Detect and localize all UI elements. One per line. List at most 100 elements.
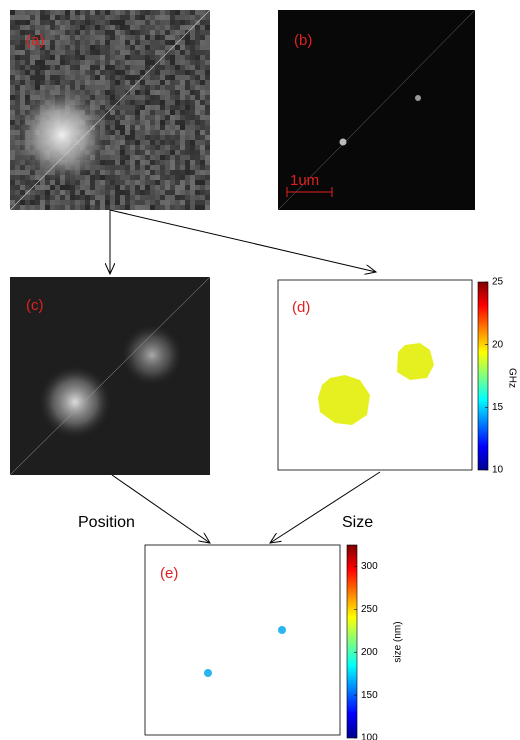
pixel	[190, 165, 195, 170]
pixel	[150, 45, 155, 50]
pixel	[170, 195, 175, 200]
pixel	[165, 140, 170, 145]
pixel	[165, 80, 170, 85]
pixel	[185, 130, 190, 135]
pixel	[15, 90, 20, 95]
pixel	[160, 200, 165, 205]
pixel	[10, 55, 15, 60]
pixel	[160, 95, 165, 100]
pixel	[155, 50, 160, 55]
pixel	[145, 40, 150, 45]
pixel	[15, 185, 20, 190]
pixel	[100, 95, 105, 100]
pixel	[120, 55, 125, 60]
pixel	[145, 115, 150, 120]
pixel	[200, 165, 205, 170]
pixel	[50, 35, 55, 40]
pixel	[45, 205, 50, 210]
pixel	[135, 120, 140, 125]
pixel	[185, 60, 190, 65]
pixel	[130, 45, 135, 50]
pixel	[25, 195, 30, 200]
colorbar-label: GHz	[506, 368, 517, 388]
pixel	[160, 165, 165, 170]
pixel	[175, 150, 180, 155]
pixel	[155, 30, 160, 35]
pixel	[105, 190, 110, 195]
pixel	[105, 75, 110, 80]
pixel	[175, 120, 180, 125]
pixel	[125, 120, 130, 125]
pixel	[140, 20, 145, 25]
pixel	[70, 185, 75, 190]
pixel	[200, 30, 205, 35]
pixel	[140, 105, 145, 110]
pixel	[70, 25, 75, 30]
pixel	[185, 160, 190, 165]
pixel	[110, 70, 115, 75]
pixel	[30, 15, 35, 20]
pixel	[170, 65, 175, 70]
pixel	[125, 10, 130, 15]
pixel	[105, 20, 110, 25]
pixel	[135, 90, 140, 95]
pixel	[140, 90, 145, 95]
pixel	[150, 110, 155, 115]
pixel	[105, 95, 110, 100]
pixel	[100, 205, 105, 210]
pixel	[105, 45, 110, 50]
pixel	[205, 200, 210, 205]
pixel	[135, 145, 140, 150]
pixel	[55, 185, 60, 190]
pixel	[30, 85, 35, 90]
pixel	[145, 130, 150, 135]
pixel	[60, 50, 65, 55]
pixel	[150, 185, 155, 190]
pixel	[160, 120, 165, 125]
pixel	[105, 50, 110, 55]
pixel	[125, 30, 130, 35]
pixel	[170, 70, 175, 75]
pixel	[10, 85, 15, 90]
pixel	[155, 145, 160, 150]
pixel	[180, 105, 185, 110]
pixel	[195, 105, 200, 110]
pixel	[15, 180, 20, 185]
pixel	[185, 125, 190, 130]
pixel	[125, 190, 130, 195]
pixel	[20, 10, 25, 15]
pixel	[130, 80, 135, 85]
pixel	[45, 65, 50, 70]
pixel	[145, 180, 150, 185]
pixel	[155, 70, 160, 75]
pixel	[185, 155, 190, 160]
pixel	[55, 195, 60, 200]
pixel	[120, 130, 125, 135]
pixel	[205, 90, 210, 95]
pixel	[170, 20, 175, 25]
pixel	[205, 30, 210, 35]
pixel	[185, 195, 190, 200]
pixel	[10, 115, 15, 120]
pixel	[25, 65, 30, 70]
pixel	[90, 25, 95, 30]
pixel	[125, 145, 130, 150]
pixel	[110, 35, 115, 40]
pixel	[160, 125, 165, 130]
pixel	[205, 140, 210, 145]
pixel	[65, 70, 70, 75]
pixel	[60, 60, 65, 65]
pixel	[90, 200, 95, 205]
pixel	[120, 180, 125, 185]
pixel	[125, 75, 130, 80]
pixel	[200, 35, 205, 40]
pixel	[35, 185, 40, 190]
pixel	[130, 200, 135, 205]
pixel	[100, 70, 105, 75]
pixel	[60, 65, 65, 70]
pixel	[125, 130, 130, 135]
pixel	[175, 90, 180, 95]
pixel	[45, 55, 50, 60]
pixel	[205, 25, 210, 30]
pixel	[80, 55, 85, 60]
